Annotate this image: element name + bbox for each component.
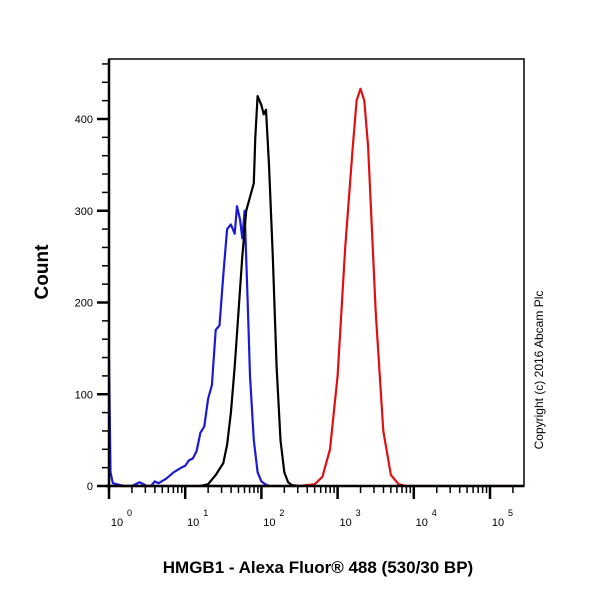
x-tick-base: 10 — [416, 517, 428, 529]
x-tick-exponent: 5 — [508, 508, 513, 518]
y-tick-label: 0 — [87, 481, 93, 493]
x-axis-label: HMGB1 - Alexa Fluor® 488 (530/30 BP) — [163, 558, 473, 577]
y-axis-ticks: 0 100 200 300 400 — [75, 63, 109, 493]
x-tick-label: 10 5 — [492, 508, 513, 529]
copyright-annotation: Copyright (c) 2016 Abcam Plc — [532, 291, 546, 450]
x-axis-ticks: 10 0 10 1 10 2 10 3 10 4 10 5 — [107, 486, 514, 529]
y-tick-label: 300 — [75, 206, 93, 218]
x-tick-label: 10 1 — [187, 508, 208, 529]
blue-histogram-line — [107, 205, 270, 488]
y-tick-label: 100 — [75, 389, 93, 401]
x-tick-label: 10 2 — [263, 508, 284, 529]
y-tick-label: 200 — [75, 298, 93, 310]
y-tick-label: 400 — [75, 114, 93, 126]
x-tick-exponent: 3 — [356, 508, 361, 518]
black-histogram-line — [200, 94, 300, 488]
x-tick-base: 10 — [492, 517, 504, 529]
x-tick-exponent: 2 — [279, 508, 284, 518]
x-tick-exponent: 4 — [432, 508, 437, 518]
x-tick-label: 10 0 — [111, 508, 132, 529]
plot-frame — [108, 58, 525, 487]
red-histogram-line — [109, 87, 525, 488]
x-tick-exponent: 1 — [203, 508, 208, 518]
x-tick-exponent: 0 — [127, 508, 132, 518]
x-tick-base: 10 — [263, 517, 275, 529]
x-tick-label: 10 3 — [339, 508, 360, 529]
x-tick-base: 10 — [187, 517, 199, 529]
y-axis-label: Count — [32, 244, 53, 300]
x-tick-label: 10 4 — [416, 508, 437, 529]
x-tick-base: 10 — [111, 517, 123, 529]
x-tick-base: 10 — [339, 517, 351, 529]
series-layer — [107, 87, 525, 488]
